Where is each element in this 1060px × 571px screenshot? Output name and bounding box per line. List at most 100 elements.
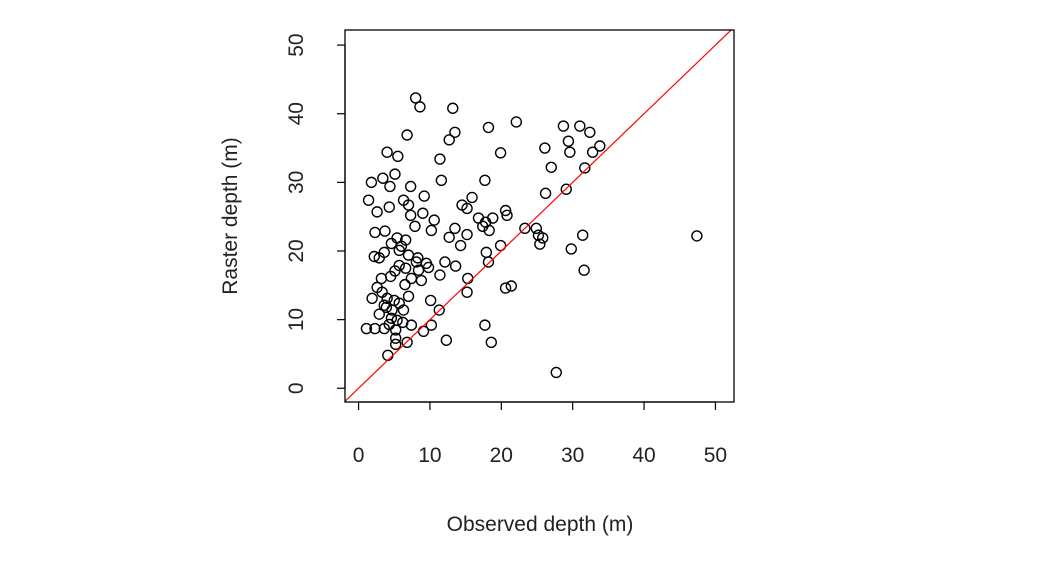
data-point bbox=[440, 334, 453, 346]
data-point bbox=[477, 220, 489, 232]
data-point bbox=[409, 92, 422, 104]
data-point bbox=[402, 290, 415, 303]
data-point bbox=[362, 194, 375, 206]
data-point bbox=[505, 280, 518, 292]
data-point bbox=[579, 162, 591, 174]
data-point bbox=[389, 332, 402, 344]
data-point bbox=[691, 230, 703, 242]
data-point bbox=[578, 264, 590, 276]
data-point bbox=[371, 206, 383, 218]
data-point bbox=[378, 322, 390, 335]
y-tick-label: 0 bbox=[285, 382, 308, 394]
data-point bbox=[412, 252, 424, 264]
x-tick-label: 10 bbox=[418, 444, 441, 467]
data-point bbox=[380, 301, 393, 313]
data-point bbox=[480, 246, 493, 259]
data-point bbox=[384, 180, 396, 193]
data-point bbox=[501, 209, 513, 222]
data-point bbox=[462, 272, 474, 285]
data-point bbox=[405, 272, 418, 285]
data-point bbox=[449, 260, 462, 272]
x-axis-label: Observed depth (m) bbox=[447, 513, 634, 536]
data-point bbox=[539, 187, 552, 200]
data-point bbox=[560, 183, 572, 195]
y-axis: 0 10 20 30 40 50 bbox=[285, 33, 346, 394]
data-point bbox=[461, 202, 473, 215]
data-point bbox=[519, 222, 531, 235]
data-point bbox=[499, 282, 512, 294]
data-point bbox=[379, 225, 391, 237]
data-point bbox=[409, 220, 421, 232]
data-point bbox=[377, 172, 389, 184]
data-point bbox=[494, 239, 507, 252]
data-point bbox=[510, 116, 523, 128]
data-point bbox=[545, 161, 557, 173]
data-point bbox=[389, 338, 402, 351]
data-point bbox=[449, 126, 461, 138]
data-point bbox=[378, 246, 390, 259]
x-tick-label: 50 bbox=[704, 444, 727, 467]
y-tick-label: 50 bbox=[285, 33, 308, 56]
data-point bbox=[443, 231, 455, 243]
data-point bbox=[386, 304, 398, 316]
data-point bbox=[399, 278, 411, 291]
data-point bbox=[454, 239, 467, 252]
y-tick-label: 30 bbox=[285, 171, 308, 194]
y-tick-label: 10 bbox=[285, 308, 308, 331]
data-point bbox=[482, 121, 495, 134]
data-point bbox=[479, 174, 491, 187]
data-point bbox=[584, 126, 596, 138]
data-point bbox=[461, 286, 473, 298]
data-point bbox=[383, 201, 395, 213]
data-point bbox=[404, 180, 417, 193]
data-point bbox=[382, 349, 394, 362]
data-point bbox=[381, 292, 393, 305]
x-tick-label: 30 bbox=[561, 444, 584, 467]
data-point bbox=[395, 240, 408, 252]
data-point bbox=[414, 101, 426, 113]
x-tick-label: 40 bbox=[632, 444, 655, 467]
data-point bbox=[368, 250, 380, 263]
data-point bbox=[399, 262, 412, 274]
data-point bbox=[487, 212, 499, 224]
data-point bbox=[461, 228, 473, 241]
data-point bbox=[479, 319, 491, 331]
data-point bbox=[434, 269, 446, 281]
data-point bbox=[447, 102, 459, 114]
data-point bbox=[434, 153, 446, 165]
data-point bbox=[435, 174, 448, 187]
x-axis: 0 10 20 30 40 50 bbox=[353, 401, 727, 467]
data-point bbox=[405, 319, 418, 331]
x-tick-label: 20 bbox=[490, 444, 513, 467]
data-point bbox=[360, 322, 373, 335]
data-point bbox=[401, 336, 413, 348]
data-point bbox=[550, 366, 562, 379]
y-tick-label: 40 bbox=[285, 102, 308, 125]
data-point bbox=[369, 226, 381, 239]
data-point bbox=[449, 222, 461, 235]
data-point bbox=[574, 120, 586, 132]
data-point bbox=[381, 146, 393, 158]
data-point bbox=[565, 243, 577, 255]
data-point bbox=[404, 209, 417, 222]
data-point bbox=[439, 256, 451, 268]
data-point bbox=[375, 272, 388, 285]
data-point bbox=[428, 214, 440, 226]
data-point bbox=[392, 150, 404, 162]
data-point bbox=[433, 304, 445, 316]
data-point bbox=[539, 142, 551, 154]
data-point bbox=[389, 324, 402, 336]
data-point bbox=[422, 261, 435, 274]
data-point bbox=[494, 147, 507, 159]
y-axis-label: Raster depth (m) bbox=[219, 137, 242, 295]
data-point bbox=[564, 146, 576, 158]
data-point bbox=[385, 312, 398, 324]
data-point bbox=[586, 146, 599, 158]
data-point bbox=[482, 256, 495, 268]
one-to-one-line bbox=[345, 30, 733, 402]
data-point bbox=[485, 336, 498, 348]
data-point bbox=[443, 134, 455, 146]
x-tick-label: 0 bbox=[353, 444, 365, 467]
data-point bbox=[417, 207, 429, 219]
